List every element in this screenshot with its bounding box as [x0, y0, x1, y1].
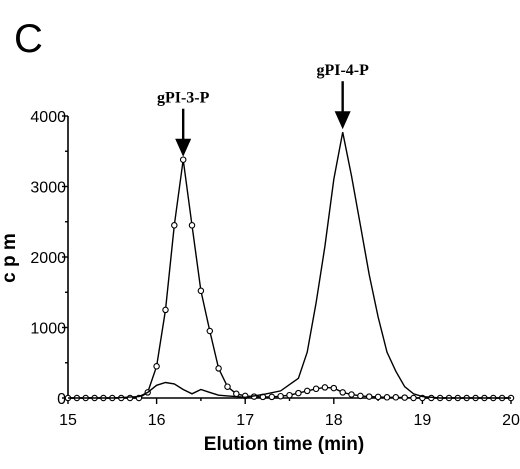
y-axis-title: c p m [0, 233, 20, 283]
series-1-point [348, 391, 355, 398]
series-1-point [401, 394, 408, 401]
series-layer [64, 132, 515, 402]
series-1-line [68, 159, 511, 399]
y-tick-label: 3000 [30, 180, 66, 197]
x-tick-label: 19 [414, 412, 432, 429]
series-1-point [162, 306, 169, 314]
series-1-point [374, 393, 382, 401]
series-1-point [365, 393, 373, 400]
series-1-point [233, 390, 240, 398]
series-1-point [357, 392, 364, 400]
x-tick-label: 16 [148, 412, 166, 429]
x-tick-label: 15 [59, 412, 77, 429]
series-1-point [188, 222, 196, 229]
y-tick-label: 0 [57, 391, 66, 408]
annotation-label: gPI-4-P [316, 62, 369, 79]
y-tick-label: 1000 [30, 321, 66, 338]
series-1-point [277, 392, 284, 400]
series-1-point [312, 385, 320, 393]
series-1-point [224, 383, 231, 390]
series-1-point [215, 365, 222, 372]
x-tick-label: 17 [236, 412, 254, 429]
series-1-point [410, 394, 417, 402]
series-1-point [295, 389, 302, 397]
series-1-point [392, 394, 400, 401]
series-1-point [126, 394, 134, 402]
series-1-point [286, 391, 293, 399]
series-1-point [330, 384, 338, 392]
series-1-point [197, 287, 205, 295]
series-1-point [303, 387, 311, 395]
annotation-arrow-head [334, 111, 351, 130]
series-1-point [321, 384, 329, 391]
annotation-layer: gPI-3-P gPI-4-P [157, 62, 369, 157]
series-1-point [153, 363, 160, 370]
series-2-line [68, 132, 511, 399]
y-tick-label: 2000 [30, 250, 66, 267]
series-1-point [206, 327, 214, 335]
x-ticks: 15 16 17 18 19 20 [59, 398, 520, 429]
x-axis-title: Elution time (min) [204, 434, 364, 455]
annotation-arrow-head [175, 138, 192, 157]
x-tick-label: 20 [502, 412, 520, 429]
annotation-label: gPI-3-P [157, 90, 210, 107]
series-1-point [383, 394, 391, 401]
series-1-point [339, 389, 346, 396]
x-tick-label: 18 [325, 412, 343, 429]
y-ticks: 0 1000 2000 3000 4000 [30, 109, 68, 408]
series-1-point [179, 156, 187, 163]
series-1-point [171, 222, 178, 229]
panel-letter: C [14, 17, 43, 61]
y-tick-label: 4000 [30, 109, 66, 126]
series-1-point [268, 393, 276, 401]
